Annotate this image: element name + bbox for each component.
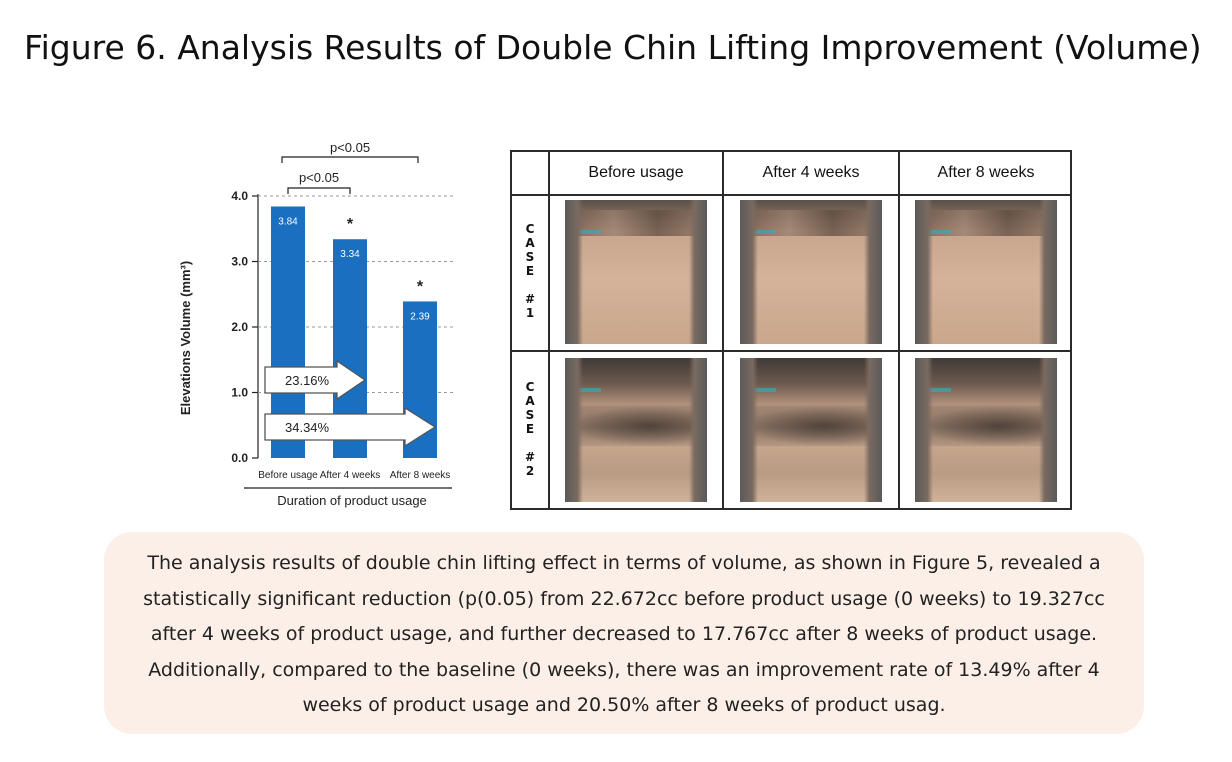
significance-bracket	[281, 156, 419, 163]
column-header: After 4 weeks	[762, 164, 860, 181]
case-label: C A S E #1	[512, 222, 548, 320]
case-label-char: C	[525, 222, 535, 236]
description-line: Additionally, compared to the baseline (…	[148, 658, 1100, 681]
x-axis-label: Duration of product usage	[277, 493, 427, 508]
description-line: The analysis results of double chin lift…	[147, 552, 1101, 574]
bracket-label: p<0.05	[299, 170, 339, 185]
scan-texture	[929, 388, 951, 392]
case-label-char: 1	[525, 306, 535, 320]
x-tick-label: After 8 weeks	[390, 470, 451, 481]
skin-scan-image	[915, 200, 1057, 344]
y-tick-label: 2.0	[231, 320, 248, 334]
arrow-label: 34.34%	[285, 420, 330, 435]
skin-scan-image	[565, 200, 707, 344]
improvement-arrow	[264, 359, 367, 401]
bracket-label: p<0.05	[330, 140, 370, 155]
table-divider	[898, 152, 900, 508]
description-line: weeks of product usage and 20.50% after …	[302, 694, 946, 716]
scan-texture	[929, 230, 951, 234]
x-tick-label: Before usage	[258, 470, 318, 481]
scan-texture	[754, 230, 776, 234]
bar-chart: 0.0 1.0 2.0 3.0 4.0 Elevations Volume (mm³) 3.…	[178, 140, 456, 508]
description-line: after 4 weeks of product usage, and furt…	[150, 623, 1098, 645]
scan-texture	[579, 388, 601, 392]
scan-texture	[579, 230, 601, 234]
scan-texture	[864, 200, 882, 344]
scan-texture	[565, 200, 583, 344]
y-axis-label: Elevations Volume (mm³)	[178, 261, 193, 415]
description-line: statistically significant reduction (p(0…	[143, 587, 1105, 610]
bar-value-label: 3.84	[278, 216, 298, 227]
scan-texture	[864, 358, 882, 502]
scan-texture	[754, 388, 776, 392]
case-label-char: 2	[525, 464, 535, 478]
scan-texture	[740, 358, 758, 502]
case-label-char: C	[525, 380, 535, 394]
y-tick-label: 3.0	[231, 255, 248, 269]
table-divider	[512, 350, 1070, 352]
y-tick-label: 0.0	[231, 451, 248, 465]
case-label-char: E	[525, 264, 535, 278]
column-header: Before usage	[588, 164, 684, 181]
scan-texture	[689, 358, 707, 502]
scan-texture	[915, 200, 933, 344]
case-label-char: S	[525, 250, 535, 264]
scan-texture	[740, 200, 758, 344]
improvement-arrow	[264, 406, 437, 448]
skin-scan-image	[565, 358, 707, 502]
significance-marker: *	[347, 216, 354, 233]
scan-texture	[915, 358, 933, 502]
table-divider	[548, 152, 550, 508]
column-header: After 8 weeks	[937, 164, 1035, 181]
scan-texture	[1039, 358, 1057, 502]
case-label-char: A	[525, 394, 535, 408]
arrow-label: 23.16%	[285, 373, 330, 388]
significance-bracket	[287, 187, 351, 194]
scan-texture	[746, 406, 876, 446]
significance-marker: *	[417, 278, 424, 295]
skin-scan-image	[740, 358, 882, 502]
case-label-char: S	[525, 408, 535, 422]
case-label-char: #	[524, 292, 536, 306]
table-divider	[512, 194, 1070, 196]
y-tick-label: 4.0	[231, 189, 248, 203]
bar-value-label: 2.39	[410, 311, 430, 322]
y-tick-label: 1.0	[231, 386, 248, 400]
figure-title: Figure 6. Analysis Results of Double Chi…	[24, 28, 1202, 67]
skin-scan-image	[915, 358, 1057, 502]
scan-texture	[689, 200, 707, 344]
case-label-char: A	[525, 236, 535, 250]
case-label-char: #	[524, 450, 536, 464]
case-label-char: E	[525, 422, 535, 436]
case-label: C A S E #2	[512, 380, 548, 478]
x-tick-label: After 4 weeks	[320, 470, 381, 481]
description-box: The analysis results of double chin lift…	[104, 532, 1144, 734]
scan-texture	[921, 406, 1051, 446]
scan-texture	[565, 358, 583, 502]
photo-comparison-table: Before usage After 4 weeks After 8 weeks C A…	[510, 150, 1072, 510]
skin-scan-image	[740, 200, 882, 344]
scan-texture	[571, 406, 701, 446]
table-divider	[722, 152, 724, 508]
scan-texture	[1039, 200, 1057, 344]
bar-value-label: 3.34	[340, 249, 360, 260]
